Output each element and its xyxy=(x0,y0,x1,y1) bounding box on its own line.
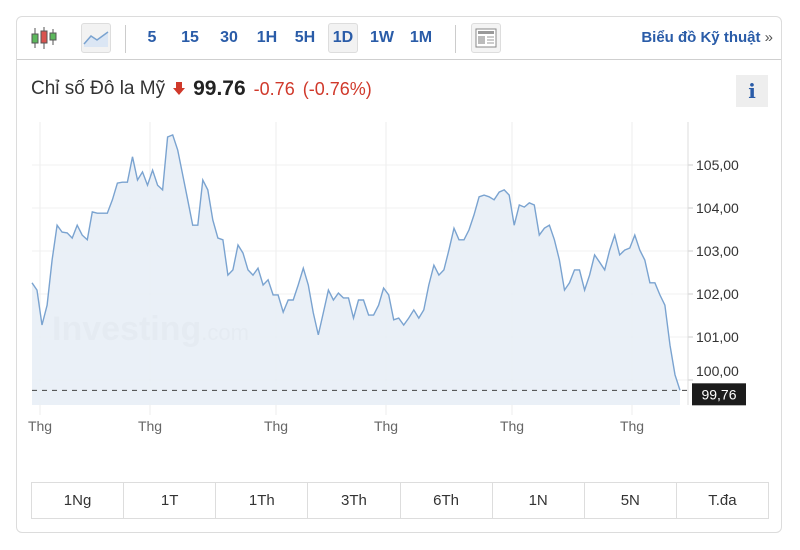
layout-icon xyxy=(475,28,497,48)
layout-button[interactable] xyxy=(471,23,501,53)
candlestick-chart-button[interactable] xyxy=(27,23,61,53)
interval-1d[interactable]: 1D xyxy=(328,23,358,53)
range-6th[interactable]: 6Th xyxy=(401,483,493,518)
range-max[interactable]: T.đa xyxy=(708,492,737,509)
range-5n[interactable]: 5N xyxy=(585,483,677,518)
y-tick-label: 102,00 xyxy=(696,286,739,302)
toolbar-divider xyxy=(125,25,126,53)
interval-1w[interactable]: 1W xyxy=(370,29,394,46)
y-tick-label: 104,00 xyxy=(696,200,739,216)
x-tick-label: Thg xyxy=(28,418,52,434)
last-value-label: 99,76 xyxy=(701,386,736,402)
technical-chart-label: Biểu đồ Kỹ thuật xyxy=(641,29,761,46)
price-chart: 105,00 104,00 103,00 102,00 101,00 100,00 Thg T… xyxy=(28,122,746,434)
x-tick-label: Thg xyxy=(374,418,398,434)
y-tick-label: 101,00 xyxy=(696,329,739,345)
chart-widget: 5 15 30 1H 5H 1D 1W 1M Biểu đồ Kỹ thuật … xyxy=(16,16,782,533)
series-line xyxy=(31,133,681,391)
interval-1m[interactable]: 1M xyxy=(409,29,433,46)
toolbar: 5 15 30 1H 5H 1D 1W 1M Biểu đồ Kỹ thuật … xyxy=(17,17,781,60)
last-value-badge xyxy=(692,383,746,406)
double-chevron-right-icon: » xyxy=(764,29,773,46)
toolbar-divider xyxy=(455,25,456,53)
range-1n[interactable]: 1N xyxy=(493,483,585,518)
info-button[interactable]: i xyxy=(736,75,768,107)
series-area xyxy=(32,134,680,405)
area-chart-button[interactable] xyxy=(81,23,111,53)
y-tick-label: 100,00 xyxy=(696,363,739,379)
range-3th[interactable]: 3Th xyxy=(308,483,401,518)
y-tick-label: 103,00 xyxy=(696,243,739,259)
x-tick-label: Thg xyxy=(138,418,162,434)
candlestick-chart-icon xyxy=(31,27,57,49)
interval-15[interactable]: 15 xyxy=(181,29,199,46)
last-price: 99.76 xyxy=(193,77,246,100)
x-tick-label: Thg xyxy=(620,418,644,434)
interval-5h[interactable]: 5H xyxy=(294,29,316,46)
y-tick-label: 105,00 xyxy=(696,157,739,173)
arrow-down-icon xyxy=(173,82,186,95)
range-1th[interactable]: 1Th xyxy=(216,483,309,518)
instrument-header: Chỉ số Đô la Mỹ 99.76 -0.76 (-0.76%) xyxy=(31,77,372,101)
range-selector: 1Ng 1T 1Th 3Th 6Th 1N 5N T.đa xyxy=(31,482,769,519)
x-tick-label: Thg xyxy=(500,418,524,434)
area-chart-icon xyxy=(83,31,109,47)
price-change: -0.76 xyxy=(253,78,295,99)
range-1ng[interactable]: 1Ng xyxy=(32,483,125,518)
interval-1h[interactable]: 1H xyxy=(256,29,278,46)
ranges-container: 1Ng 1T 1Th 3Th 6Th 1N 5N T.đa xyxy=(16,16,782,533)
interval-30[interactable]: 30 xyxy=(220,29,238,46)
technical-chart-link[interactable]: Biểu đồ Kỹ thuật » xyxy=(641,29,773,46)
range-1t[interactable]: 1T xyxy=(124,483,217,518)
x-tick-label: Thg xyxy=(264,418,288,434)
price-change-percent: (-0.76%) xyxy=(302,78,372,99)
interval-5[interactable]: 5 xyxy=(147,29,157,46)
instrument-name: Chỉ số Đô la Mỹ xyxy=(31,78,166,99)
